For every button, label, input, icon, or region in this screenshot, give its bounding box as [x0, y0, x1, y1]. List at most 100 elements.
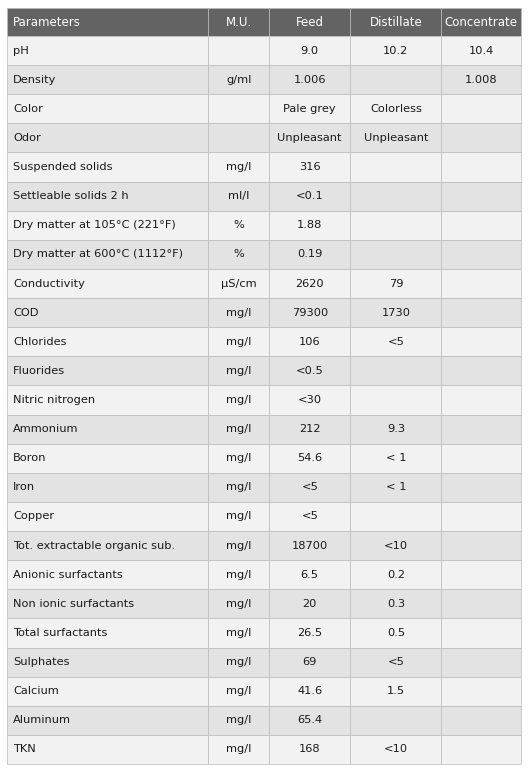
Text: 10.4: 10.4	[468, 46, 494, 56]
Text: mg/l: mg/l	[226, 744, 251, 754]
Text: μS/cm: μS/cm	[221, 279, 257, 289]
Bar	[441, 181, 521, 211]
Bar	[441, 269, 521, 298]
Bar	[441, 153, 521, 181]
Bar	[209, 648, 269, 676]
Text: 0.2: 0.2	[387, 570, 405, 580]
Bar	[7, 8, 209, 36]
Bar	[209, 560, 269, 589]
Text: <5: <5	[301, 512, 318, 521]
Bar	[209, 153, 269, 181]
Bar	[209, 36, 269, 65]
Bar	[209, 385, 269, 415]
Text: <10: <10	[384, 744, 408, 754]
Text: g/ml: g/ml	[226, 75, 251, 85]
Bar	[351, 735, 441, 764]
Bar	[209, 65, 269, 94]
Bar	[351, 36, 441, 65]
Bar	[209, 415, 269, 444]
Text: <5: <5	[388, 657, 404, 667]
Text: Density: Density	[13, 75, 56, 85]
Text: Chlorides: Chlorides	[13, 337, 67, 347]
Text: <30: <30	[298, 395, 322, 405]
Bar	[209, 181, 269, 211]
Text: M.U.: M.U.	[226, 15, 252, 29]
Text: Sulphates: Sulphates	[13, 657, 70, 667]
Text: < 1: < 1	[385, 482, 406, 493]
Bar	[351, 8, 441, 36]
Bar	[351, 618, 441, 648]
Bar	[209, 124, 269, 153]
Bar	[209, 618, 269, 648]
Bar	[209, 298, 269, 327]
Bar	[269, 153, 351, 181]
Bar	[269, 706, 351, 735]
Bar	[441, 472, 521, 502]
Text: mg/l: mg/l	[226, 512, 251, 521]
Bar	[269, 472, 351, 502]
Text: 1.5: 1.5	[387, 686, 405, 696]
Bar	[7, 327, 209, 357]
Bar	[351, 472, 441, 502]
Bar	[351, 415, 441, 444]
Bar	[7, 676, 209, 706]
Bar	[209, 589, 269, 618]
Bar	[7, 181, 209, 211]
Text: 1.008: 1.008	[465, 75, 497, 85]
Text: mg/l: mg/l	[226, 395, 251, 405]
Text: mg/l: mg/l	[226, 337, 251, 347]
Bar	[209, 735, 269, 764]
Bar	[7, 415, 209, 444]
Bar	[7, 357, 209, 385]
Bar	[441, 415, 521, 444]
Bar	[269, 298, 351, 327]
Text: 0.5: 0.5	[387, 628, 405, 638]
Text: Conductivity: Conductivity	[13, 279, 85, 289]
Bar	[7, 124, 209, 153]
Text: 9.0: 9.0	[300, 46, 319, 56]
Text: 10.2: 10.2	[383, 46, 409, 56]
Bar	[7, 269, 209, 298]
Bar	[269, 589, 351, 618]
Bar	[269, 94, 351, 124]
Text: Copper: Copper	[13, 512, 54, 521]
Bar	[441, 298, 521, 327]
Bar	[269, 560, 351, 589]
Bar	[269, 65, 351, 94]
Text: Unpleasant: Unpleasant	[278, 133, 342, 143]
Bar	[209, 502, 269, 531]
Bar	[209, 706, 269, 735]
Text: Feed: Feed	[296, 15, 324, 29]
Bar	[441, 735, 521, 764]
Text: Nitric nitrogen: Nitric nitrogen	[13, 395, 95, 405]
Bar	[269, 36, 351, 65]
Bar	[351, 444, 441, 472]
Bar	[7, 240, 209, 269]
Bar	[269, 124, 351, 153]
Text: Settleable solids 2 h: Settleable solids 2 h	[13, 191, 129, 201]
Bar	[441, 211, 521, 240]
Text: 316: 316	[299, 162, 320, 172]
Text: mg/l: mg/l	[226, 599, 251, 609]
Bar	[7, 385, 209, 415]
Bar	[209, 357, 269, 385]
Text: 79: 79	[389, 279, 403, 289]
Text: mg/l: mg/l	[226, 570, 251, 580]
Bar	[351, 560, 441, 589]
Bar	[7, 560, 209, 589]
Bar	[441, 8, 521, 36]
Bar	[351, 531, 441, 560]
Text: 1.88: 1.88	[297, 220, 323, 230]
Text: %: %	[233, 220, 244, 230]
Bar	[269, 385, 351, 415]
Bar	[7, 648, 209, 676]
Bar	[7, 706, 209, 735]
Text: <5: <5	[301, 482, 318, 493]
Bar	[351, 357, 441, 385]
Text: 106: 106	[299, 337, 320, 347]
Bar	[441, 357, 521, 385]
Bar	[351, 298, 441, 327]
Bar	[7, 531, 209, 560]
Bar	[7, 298, 209, 327]
Bar	[269, 415, 351, 444]
